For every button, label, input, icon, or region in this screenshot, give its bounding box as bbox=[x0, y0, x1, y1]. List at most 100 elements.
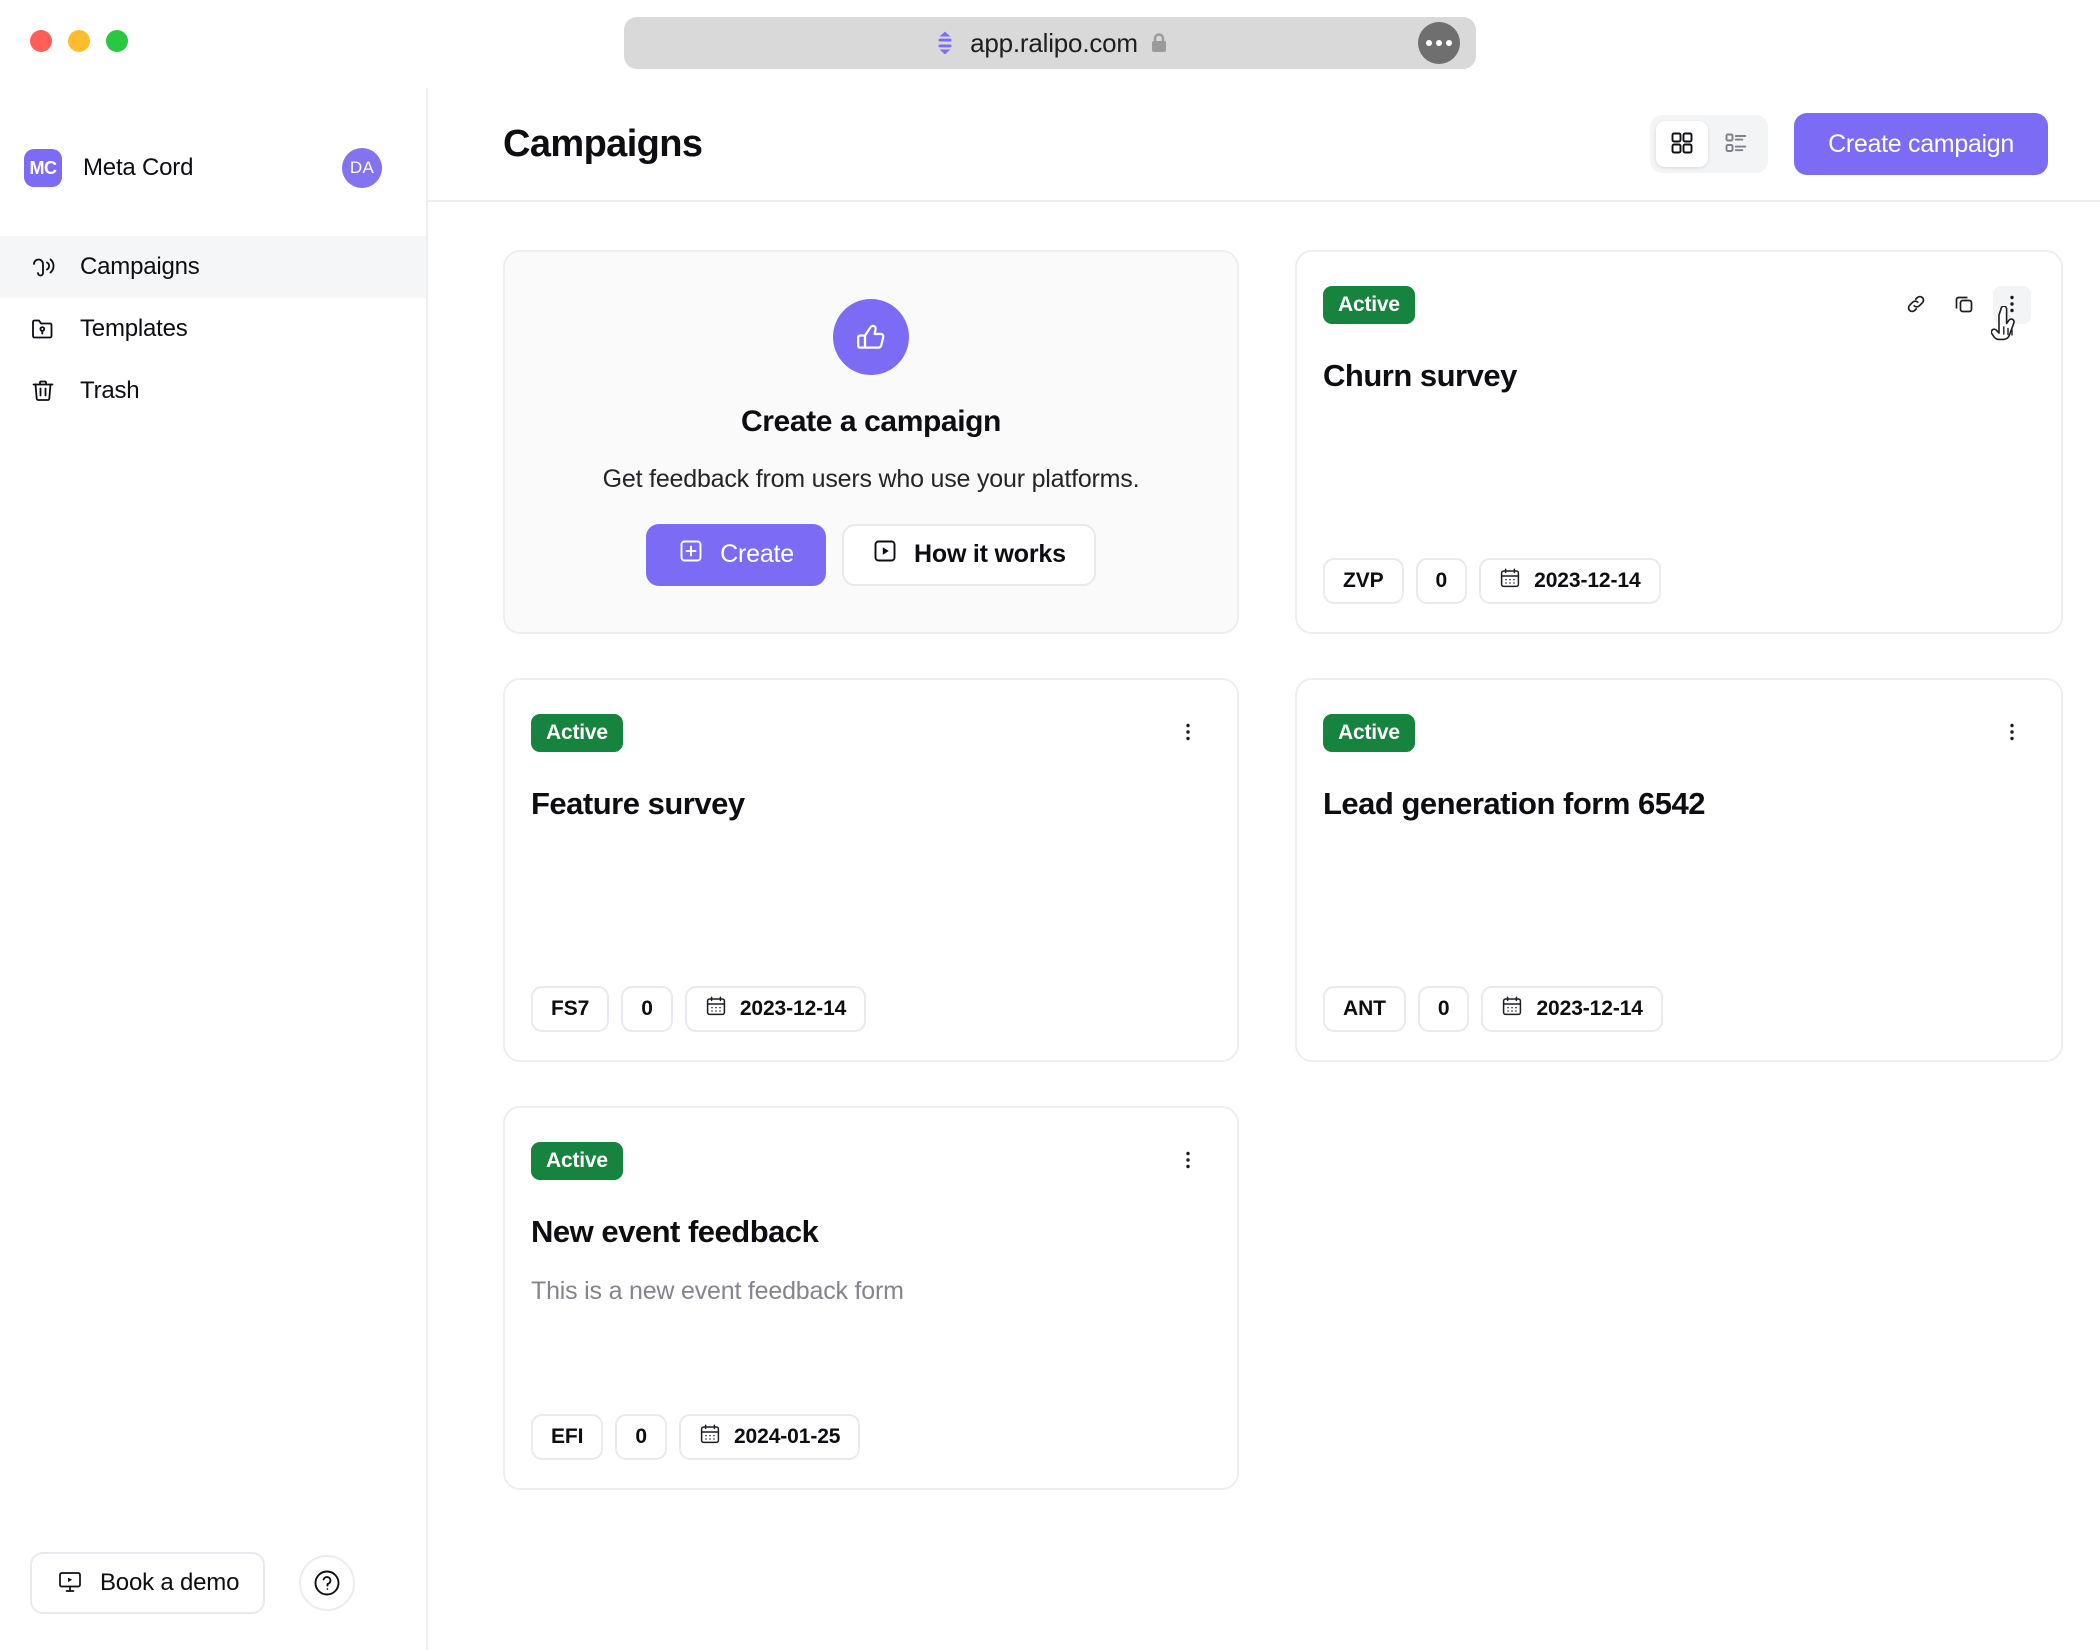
campaign-card-feature-survey[interactable]: Active Feature survey FS7 bbox=[503, 678, 1239, 1062]
duplicate-button[interactable] bbox=[1945, 286, 1983, 324]
create-button-label: Create bbox=[720, 540, 795, 568]
create-card-subtitle: Get feedback from users who use your pla… bbox=[602, 464, 1140, 493]
date-label: 2023-12-14 bbox=[1534, 569, 1641, 592]
plus-square-icon bbox=[678, 538, 704, 571]
link-icon bbox=[1904, 292, 1928, 319]
grid-view-icon bbox=[1669, 130, 1695, 159]
more-vertical-icon bbox=[2001, 721, 2023, 746]
window-traffic-lights bbox=[30, 30, 128, 52]
calendar-icon bbox=[1499, 567, 1521, 595]
help-circle-icon[interactable] bbox=[299, 1555, 356, 1611]
date-label: 2023-12-14 bbox=[1536, 997, 1643, 1020]
card-menu-button[interactable] bbox=[1169, 714, 1207, 752]
workspace-logo: MC bbox=[24, 149, 62, 187]
card-header: Active bbox=[531, 714, 1207, 752]
date-tag: 2023-12-14 bbox=[684, 986, 867, 1032]
page-header: Campaigns bbox=[428, 88, 2100, 202]
response-count-tag: 0 bbox=[1415, 558, 1468, 604]
sidebar-item-campaigns[interactable]: Campaigns bbox=[0, 236, 426, 298]
card-tags: EFI 0 bbox=[531, 1414, 1207, 1460]
date-tag: 2024-01-25 bbox=[678, 1414, 861, 1460]
how-it-works-button[interactable]: How it works bbox=[842, 523, 1096, 586]
date-label: 2024-01-25 bbox=[733, 1425, 841, 1448]
card-header: Active bbox=[531, 1142, 1207, 1180]
card-tags: FS7 0 bbox=[531, 986, 1207, 1032]
create-button[interactable]: Create bbox=[646, 523, 827, 586]
calendar-icon bbox=[1501, 995, 1523, 1023]
campaign-card-churn-survey[interactable]: Active bbox=[1295, 250, 2063, 634]
create-card-title: Create a campaign bbox=[741, 404, 1001, 438]
grid-view-button[interactable] bbox=[1656, 121, 1709, 167]
calendar-icon bbox=[699, 1423, 721, 1451]
sidebar-item-trash[interactable]: Trash bbox=[0, 360, 426, 422]
more-vertical-icon bbox=[2001, 293, 2023, 318]
card-tags: ANT 0 bbox=[1323, 986, 2031, 1032]
response-count-tag: 0 bbox=[1417, 986, 1470, 1032]
card-title: Churn survey bbox=[1323, 358, 1517, 393]
header-actions: Create campaign bbox=[1650, 113, 2048, 175]
card-header: Active bbox=[1323, 714, 2031, 752]
date-tag: 2023-12-14 bbox=[1479, 558, 1661, 604]
workspace-name: Meta Cord bbox=[83, 154, 194, 181]
status-badge: Active bbox=[531, 714, 623, 752]
campaign-code-tag: EFI bbox=[531, 1414, 604, 1460]
folder-key-icon bbox=[28, 314, 58, 344]
campaign-code-tag: ZVP bbox=[1323, 558, 1404, 604]
url-text: app.ralipo.com bbox=[970, 27, 1138, 58]
workspace-switcher[interactable]: MC Meta Cord DA bbox=[24, 136, 402, 200]
more-vertical-icon bbox=[1177, 721, 1199, 746]
main-content: Campaigns bbox=[428, 88, 2100, 1650]
card-title: New event feedback bbox=[531, 1214, 819, 1249]
url-bar[interactable]: app.ralipo.com bbox=[624, 17, 1476, 69]
campaign-card-lead-generation-form[interactable]: Active Lead generation form 6542 bbox=[1295, 678, 2063, 1062]
copy-icon bbox=[1952, 292, 1976, 319]
view-mode-toggle bbox=[1650, 115, 1769, 173]
close-window-button[interactable] bbox=[30, 30, 52, 52]
page-title: Campaigns bbox=[503, 122, 703, 165]
play-square-icon bbox=[872, 538, 898, 571]
card-actions bbox=[1897, 286, 2031, 341]
thumbs-up-icon bbox=[833, 298, 909, 375]
avatar[interactable]: DA bbox=[342, 148, 382, 188]
card-title: Feature survey bbox=[531, 786, 745, 821]
create-campaign-card: Create a campaign Get feedback from user… bbox=[503, 250, 1239, 634]
minimize-window-button[interactable] bbox=[68, 30, 90, 52]
date-label: 2023-12-14 bbox=[739, 997, 847, 1020]
sidebar-nav: Campaigns Templates Trash bbox=[0, 236, 426, 422]
sidebar-item-label: Trash bbox=[80, 377, 140, 404]
list-view-icon bbox=[1723, 130, 1749, 159]
maximize-window-button[interactable] bbox=[106, 30, 128, 52]
create-campaign-button[interactable]: Create campaign bbox=[1794, 113, 2048, 175]
list-view-button[interactable] bbox=[1710, 121, 1762, 167]
campaign-code-tag: ANT bbox=[1323, 986, 1406, 1032]
copy-link-button[interactable] bbox=[1897, 286, 1935, 324]
presentation-play-icon bbox=[56, 1568, 84, 1599]
campaign-grid: Create a campaign Get feedback from user… bbox=[428, 202, 2100, 1490]
status-badge: Active bbox=[1323, 714, 1415, 752]
campaign-card-new-event-feedback[interactable]: Active New event feedback This is bbox=[503, 1106, 1239, 1490]
campaign-code-tag: FS7 bbox=[531, 986, 610, 1032]
how-it-works-label: How it works bbox=[914, 540, 1066, 568]
card-header: Active bbox=[1323, 286, 2031, 341]
browser-chrome: app.ralipo.com bbox=[0, 0, 2100, 88]
ralipo-logo-icon bbox=[938, 31, 952, 55]
card-menu-button[interactable] bbox=[1993, 714, 2031, 752]
book-a-demo-label: Book a demo bbox=[100, 1569, 240, 1596]
trash-icon bbox=[28, 376, 58, 406]
status-badge: Active bbox=[531, 1142, 623, 1180]
card-menu-button[interactable] bbox=[1993, 286, 2031, 324]
more-vertical-icon bbox=[1177, 1149, 1199, 1174]
status-badge: Active bbox=[1323, 286, 1415, 324]
sidebar-item-templates[interactable]: Templates bbox=[0, 298, 426, 360]
sidebar-footer: Book a demo bbox=[0, 1552, 426, 1614]
date-tag: 2023-12-14 bbox=[1481, 986, 1663, 1032]
response-count-tag: 0 bbox=[615, 1414, 667, 1460]
card-tags: ZVP 0 bbox=[1323, 558, 2031, 604]
card-menu-button[interactable] bbox=[1169, 1142, 1207, 1180]
card-actions bbox=[1169, 1142, 1207, 1180]
book-a-demo-button[interactable]: Book a demo bbox=[30, 1552, 266, 1614]
sidebar-item-label: Campaigns bbox=[80, 253, 200, 280]
browser-menu-icon[interactable] bbox=[1418, 22, 1460, 64]
megaphone-icon bbox=[28, 252, 58, 282]
card-title: Lead generation form 6542 bbox=[1323, 786, 1706, 821]
